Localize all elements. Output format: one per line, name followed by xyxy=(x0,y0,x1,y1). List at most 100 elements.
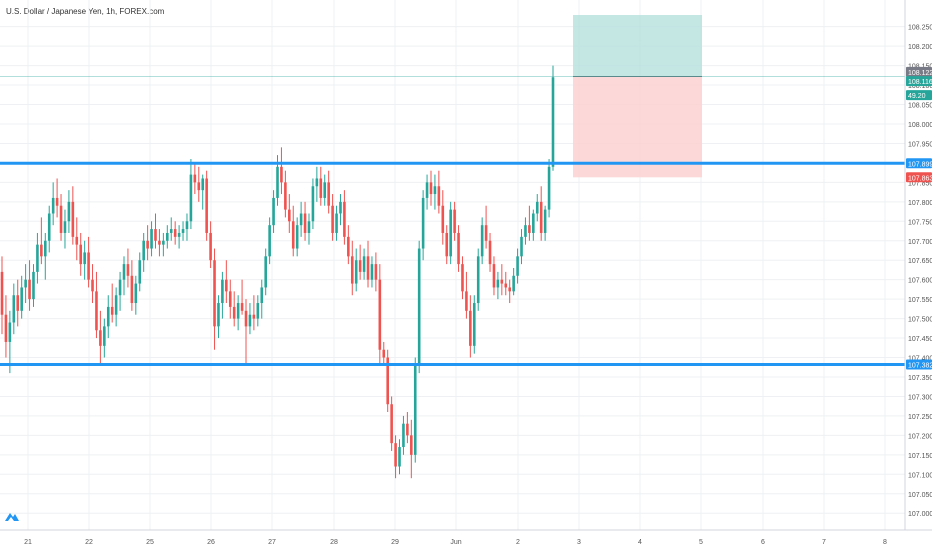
last-price-badge: 108.116 xyxy=(906,76,932,87)
candle-body xyxy=(213,260,216,327)
candle-body xyxy=(476,256,480,304)
price-tick-label: 107.850 xyxy=(908,180,932,187)
candle xyxy=(358,244,362,280)
price-tick-label: 107.050 xyxy=(908,492,932,499)
candle xyxy=(158,229,161,257)
time-axis[interactable]: 21 22 25 26 27 28 29 Jun 2 3 4 5 6 7 8 xyxy=(0,529,932,546)
candle xyxy=(492,256,496,296)
time-tick-label: Jun xyxy=(450,539,461,546)
candle xyxy=(177,225,181,249)
candle xyxy=(138,252,142,292)
candle xyxy=(374,252,378,292)
candle xyxy=(122,256,126,296)
candle-body xyxy=(252,314,256,319)
candle-body xyxy=(484,225,488,241)
candle xyxy=(79,232,83,276)
candle-body xyxy=(378,279,382,350)
price-tick-label: 107.450 xyxy=(908,336,932,343)
candle xyxy=(370,256,374,288)
candle xyxy=(339,194,342,226)
candle-body xyxy=(75,236,79,245)
candle xyxy=(437,170,441,214)
candle xyxy=(268,217,271,265)
candle xyxy=(63,209,67,249)
candle-body xyxy=(539,201,543,233)
candle xyxy=(28,260,31,311)
candle-body xyxy=(71,201,75,237)
level-price-badge: 107.899 xyxy=(906,158,932,169)
candle xyxy=(280,147,283,195)
time-tick-label: 7 xyxy=(822,539,826,546)
candle-body xyxy=(488,240,492,265)
price-tick-label: 108.000 xyxy=(908,122,932,129)
candle xyxy=(461,256,464,300)
candle-body xyxy=(20,287,23,311)
candle xyxy=(366,240,370,288)
candle-body xyxy=(264,256,267,288)
candle xyxy=(315,166,319,202)
price-tick-label: 107.550 xyxy=(908,297,932,304)
time-tick-label: 21 xyxy=(24,539,32,546)
candle-body xyxy=(358,260,362,272)
price-tick-label: 107.600 xyxy=(908,278,932,285)
price-axis[interactable]: 108.250108.200108.150108.100108.050108.0… xyxy=(904,0,932,550)
price-tick-label: 107.000 xyxy=(908,511,932,518)
price-tick-label: 107.250 xyxy=(908,414,932,421)
price-tick-label: 107.350 xyxy=(908,375,932,382)
candle-body xyxy=(354,260,358,284)
candle-body xyxy=(106,306,110,327)
price-tick-label: 108.200 xyxy=(908,44,932,51)
candle xyxy=(465,271,468,319)
stop-loss-zone[interactable] xyxy=(573,76,702,178)
candle-body xyxy=(138,260,142,284)
candle-body xyxy=(496,279,500,288)
candle-body xyxy=(95,291,98,331)
horizontal-levels[interactable] xyxy=(0,161,905,367)
chart-title: U.S. Dollar / Japanese Yen, 1h, FOREX.co… xyxy=(6,7,165,16)
candle xyxy=(539,186,543,241)
candle-body xyxy=(55,197,59,206)
candle-body xyxy=(288,209,291,222)
candle xyxy=(32,264,35,307)
price-tick-label: 107.700 xyxy=(908,239,932,246)
candle-body xyxy=(43,240,47,257)
candle-body xyxy=(433,186,437,195)
candle xyxy=(524,217,527,245)
price-tick-label: 107.400 xyxy=(908,356,932,363)
candle xyxy=(248,303,252,335)
candle-body xyxy=(232,306,236,319)
position-tool[interactable] xyxy=(0,15,905,178)
take-profit-zone[interactable] xyxy=(573,15,702,77)
candle-body xyxy=(130,275,134,304)
candle-body xyxy=(228,291,232,307)
candle xyxy=(36,232,39,284)
candle xyxy=(319,166,323,206)
candle xyxy=(421,190,425,261)
candle-body xyxy=(547,166,551,210)
candle-body xyxy=(291,221,295,249)
candle xyxy=(162,232,165,257)
candle xyxy=(47,205,51,253)
tradingview-logo-icon[interactable] xyxy=(4,510,20,522)
candle xyxy=(417,240,421,374)
candle xyxy=(410,419,413,479)
candle-body xyxy=(221,279,224,304)
candle-body xyxy=(524,225,527,237)
candle xyxy=(146,225,149,261)
candle-body xyxy=(394,443,397,467)
candle xyxy=(504,271,508,296)
candle-body xyxy=(272,197,275,226)
candle xyxy=(484,205,488,249)
candle xyxy=(335,205,338,241)
candle xyxy=(386,349,389,413)
candle-body xyxy=(535,201,539,214)
candle xyxy=(350,240,354,296)
candle-body xyxy=(114,295,118,315)
candle-body xyxy=(28,279,31,300)
candle xyxy=(4,295,8,358)
candle-body xyxy=(331,205,334,233)
candle xyxy=(189,159,193,230)
candle xyxy=(260,279,264,319)
candle xyxy=(520,229,523,265)
